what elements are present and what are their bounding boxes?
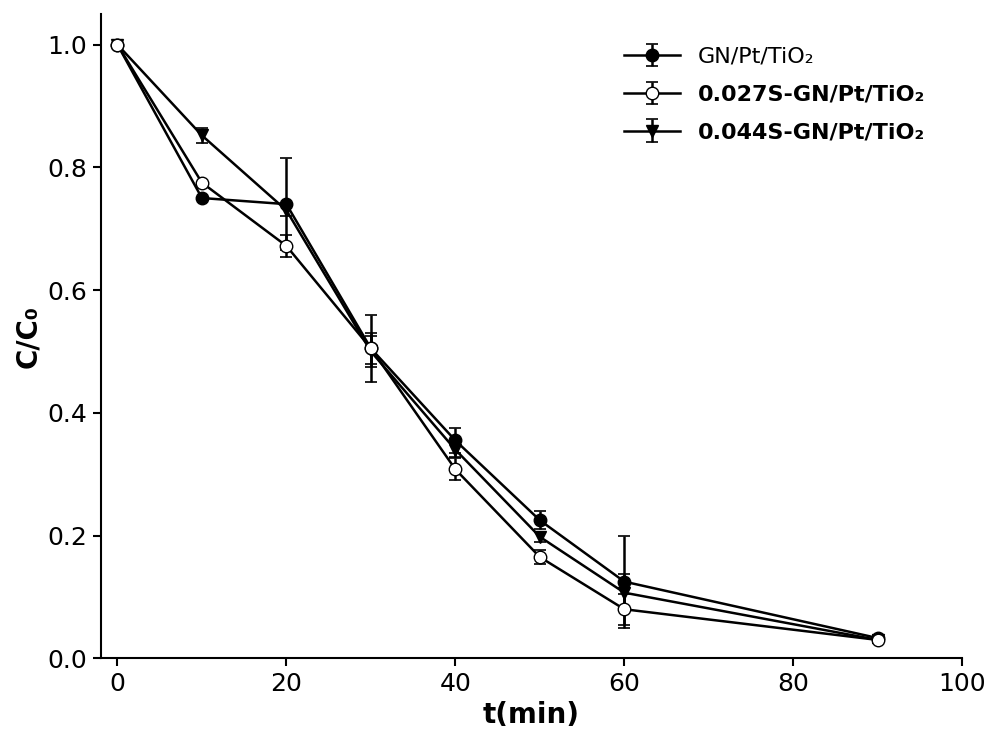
X-axis label: t(min): t(min) bbox=[483, 701, 580, 729]
Y-axis label: C/C₀: C/C₀ bbox=[14, 305, 42, 368]
Legend: GN/Pt/TiO₂, 0.027S-GN/Pt/TiO₂, 0.044S-GN/Pt/TiO₂: GN/Pt/TiO₂, 0.027S-GN/Pt/TiO₂, 0.044S-GN… bbox=[615, 38, 934, 152]
